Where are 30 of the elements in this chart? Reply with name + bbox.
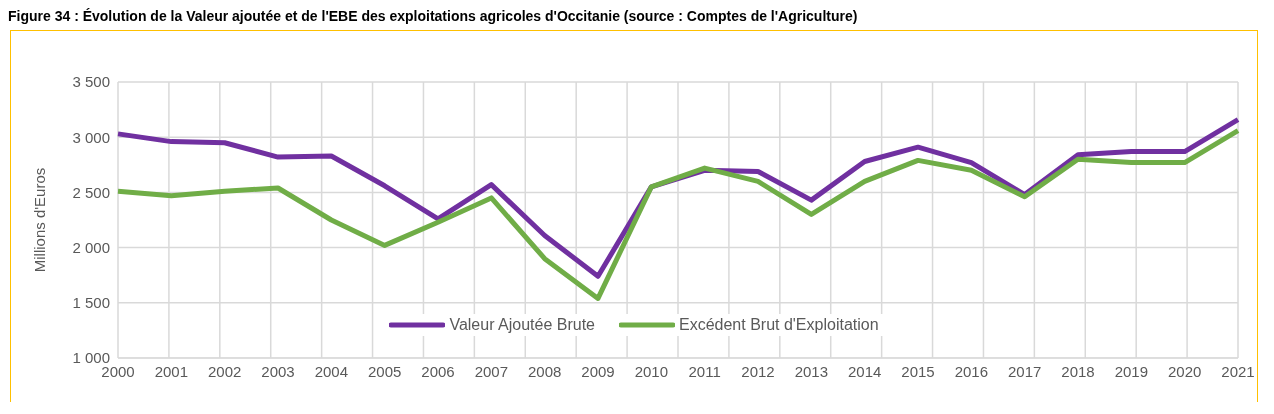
y-tick-label: 3 500 — [72, 73, 110, 91]
x-tick-label: 2007 — [474, 362, 509, 380]
x-tick-label: 2016 — [954, 362, 989, 380]
legend-label: Valeur Ajoutée Brute — [449, 316, 595, 334]
x-tick-label: 2012 — [741, 362, 775, 380]
y-tick-label: 1 500 — [72, 294, 110, 312]
chart-title: Figure 34 : Évolution de la Valeur ajoutée et de l'EBE des exploitations agricoles d'Occitanie (source : Comptes de l'Agriculture) — [8, 8, 859, 26]
x-tick-label: 2011 — [688, 362, 721, 380]
y-axis-title: Millions d'Euros — [31, 167, 49, 273]
x-tick-label: 2019 — [1114, 362, 1149, 380]
x-tick-label: 2014 — [847, 362, 882, 380]
x-tick-label: 2017 — [1007, 362, 1042, 380]
y-tick-label: 2 000 — [72, 238, 110, 256]
y-tick-label: 2 500 — [72, 183, 110, 201]
x-tick-label: 2018 — [1061, 362, 1095, 380]
x-tick-label: 2003 — [261, 362, 295, 380]
x-tick-label: 2015 — [901, 362, 935, 380]
x-tick-label: 2004 — [314, 362, 349, 380]
x-tick-label: 2002 — [207, 362, 242, 380]
x-tick-label: 2010 — [634, 362, 669, 380]
x-tick-label: 2013 — [794, 362, 829, 380]
x-tick-label: 2021 — [1221, 362, 1255, 380]
legend-label: Excédent Brut d'Exploitation — [678, 316, 879, 334]
y-tick-label: 3 000 — [72, 128, 110, 146]
x-tick-label: 2020 — [1167, 362, 1202, 380]
x-tick-label: 2005 — [367, 362, 402, 380]
x-tick-label: 2006 — [421, 362, 455, 380]
x-tick-label: 2001 — [154, 362, 189, 380]
x-tick-label: 2008 — [527, 362, 562, 380]
x-tick-label: 2009 — [581, 362, 615, 380]
